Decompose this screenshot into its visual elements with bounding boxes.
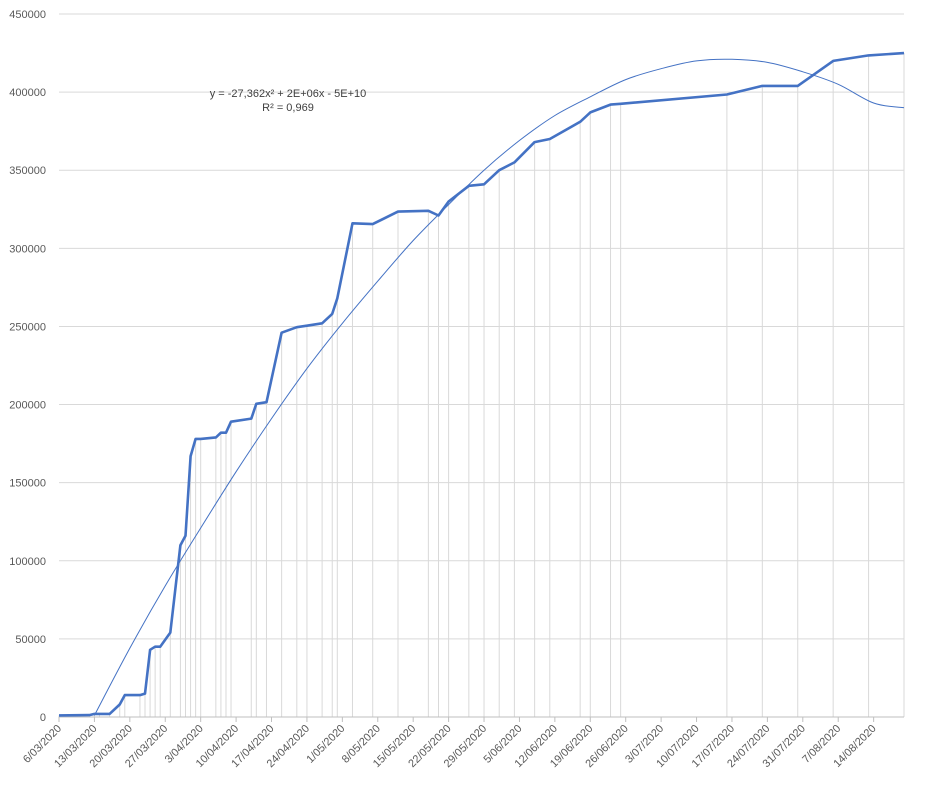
y-tick-label: 450000 bbox=[9, 9, 46, 21]
y-tick-label: 400000 bbox=[9, 87, 46, 99]
trendline bbox=[93, 58, 905, 716]
trendline-r-squared: R² = 0,969 bbox=[262, 102, 314, 114]
y-tick-label: 300000 bbox=[9, 243, 46, 255]
trendline-equation: y = -27,362x² + 2E+06x - 5E+10 bbox=[210, 88, 367, 100]
y-tick-label: 100000 bbox=[9, 556, 46, 568]
x-axis-tick-marks bbox=[58, 717, 875, 722]
horizontal-gridlines bbox=[59, 13, 904, 640]
y-tick-label: 50000 bbox=[15, 634, 46, 646]
y-tick-label: 150000 bbox=[9, 478, 46, 490]
series-line bbox=[58, 51, 905, 717]
vertical-gridlines bbox=[58, 53, 905, 717]
y-axis-tick-labels: 0 50000 100000 150000 200000 250000 300000 3500… bbox=[9, 9, 46, 724]
y-tick-label: 350000 bbox=[9, 165, 46, 177]
x-axis-tick-labels: 6/03/202013/03/202020/03/202027/03/20203… bbox=[21, 723, 879, 770]
y-tick-label: 200000 bbox=[9, 400, 46, 412]
y-tick-label: 0 bbox=[40, 712, 46, 724]
y-tick-label: 250000 bbox=[9, 321, 46, 333]
